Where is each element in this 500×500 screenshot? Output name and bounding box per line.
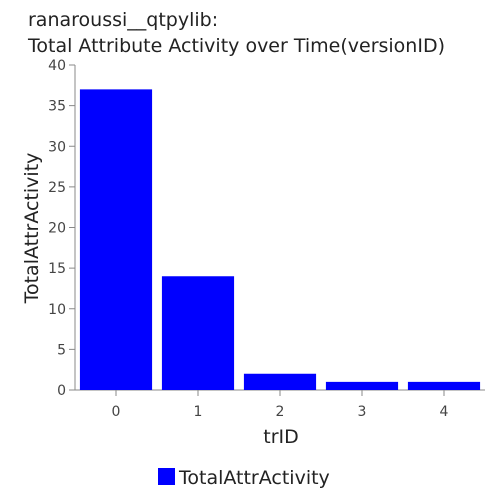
bar-1 — [161, 276, 235, 390]
x-axis-label: trID — [263, 426, 299, 448]
y-axis: 0 5 10 15 20 25 30 35 40 — [48, 58, 76, 399]
x-axis: 0 1 2 3 4 — [75, 389, 485, 420]
y-tick-label: 40 — [48, 58, 66, 74]
chart-subtitle: Total Attribute Activity over Time(versi… — [27, 35, 445, 57]
legend-label: TotalAttrActivity — [178, 467, 330, 489]
bar-3 — [325, 381, 399, 390]
bars-group — [79, 89, 481, 390]
y-tick-label: 15 — [48, 261, 66, 277]
y-tick-label: 25 — [48, 180, 66, 196]
y-tick-label: 0 — [57, 383, 66, 399]
x-tick-label: 3 — [358, 404, 367, 420]
x-tick-label: 4 — [440, 404, 449, 420]
x-tick-label: 0 — [112, 404, 121, 420]
y-tick-label: 5 — [57, 342, 66, 358]
x-tick-label: 1 — [194, 404, 203, 420]
y-axis-label: TotalAttrActivity — [21, 153, 43, 305]
x-tick-label: 2 — [276, 404, 285, 420]
bar-4 — [407, 381, 481, 390]
y-tick-label: 35 — [48, 99, 66, 115]
chart-title: ranaroussi__qtpylib: — [28, 9, 218, 31]
legend-swatch — [158, 468, 175, 485]
bar-2 — [243, 373, 317, 390]
bar-0 — [79, 89, 153, 390]
y-tick-label: 30 — [48, 139, 66, 155]
y-tick-label: 10 — [48, 302, 66, 318]
legend: TotalAttrActivity — [158, 467, 330, 489]
y-tick-label: 20 — [48, 221, 66, 237]
